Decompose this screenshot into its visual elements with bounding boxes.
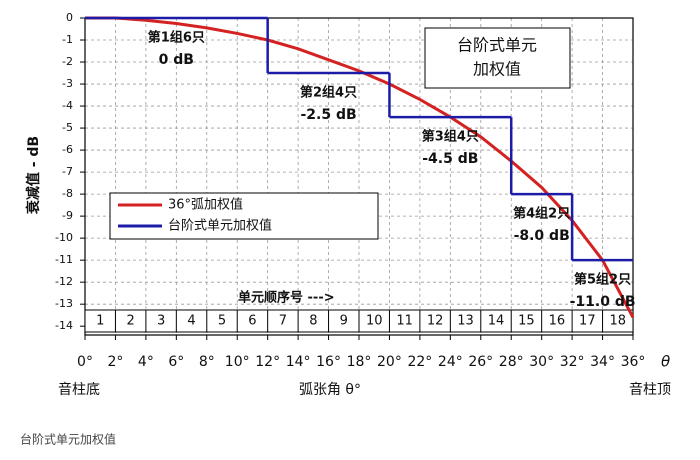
value-label: 0 dB	[159, 52, 194, 68]
x-tick-label: 18°	[347, 354, 372, 370]
note-text: 台阶式单元	[457, 36, 537, 55]
note-text: 加权值	[473, 60, 521, 79]
y-tick-label: -4	[62, 99, 73, 112]
group-label: 第4组2只	[513, 206, 570, 222]
x-tick-label: 6°	[168, 354, 184, 370]
value-label: -4.5 dB	[422, 151, 478, 167]
y-tick-label: -14	[55, 319, 73, 332]
group-label: 第5组2只	[574, 272, 631, 288]
element-number: 7	[279, 314, 287, 329]
x-axis-label: 弧张角 θ°	[299, 382, 361, 398]
y-tick-label: -2	[62, 55, 73, 68]
x-left-label: 音柱底	[58, 381, 100, 398]
x-tick-label: 24°	[438, 354, 463, 370]
element-number: 10	[366, 314, 383, 329]
element-axis-label: 单元顺序号 --->	[238, 290, 335, 306]
value-label: -11.0 dB	[570, 294, 636, 310]
value-label: -8.0 dB	[514, 228, 570, 244]
y-tick-label: -8	[62, 187, 73, 200]
y-tick-label: -10	[55, 231, 73, 244]
x-tick-label: 0°	[77, 354, 93, 370]
x-tick-label: 36°	[621, 354, 646, 370]
element-number: 3	[157, 314, 165, 329]
legend-label: 台阶式单元加权值	[168, 218, 272, 234]
element-number: 9	[340, 314, 348, 329]
x-tick-label: 20°	[377, 354, 402, 370]
x-tick-label: 10°	[225, 354, 250, 370]
legend-label: 36°弧加权值	[168, 197, 243, 213]
y-tick-label: -11	[55, 253, 73, 266]
element-number: 18	[610, 314, 627, 329]
x-tick-label: 4°	[138, 354, 154, 370]
element-number: 4	[187, 314, 195, 329]
y-tick-label: -13	[55, 297, 73, 310]
y-tick-label: -9	[62, 209, 73, 222]
x-tick-label: 30°	[529, 354, 554, 370]
x-tick-label: 22°	[407, 354, 432, 370]
element-number: 15	[518, 314, 535, 329]
group-label: 第3组4只	[422, 129, 479, 145]
x-tick-label: 12°	[255, 354, 280, 370]
element-number: 1	[96, 314, 104, 329]
element-number: 5	[218, 314, 226, 329]
y-axis-label: 衰减值 - dB	[25, 136, 42, 215]
x-tick-label: 14°	[286, 354, 311, 370]
y-tick-label: -5	[62, 121, 73, 134]
x-tick-label: 8°	[199, 354, 215, 370]
curve-line	[85, 16, 635, 319]
element-number: 2	[127, 314, 135, 329]
element-number: 12	[427, 314, 444, 329]
group-label: 第2组4只	[300, 85, 357, 101]
y-tick-label: -3	[62, 77, 73, 90]
element-number: 11	[396, 314, 413, 329]
element-number: 14	[488, 314, 505, 329]
y-tick-label: -6	[62, 143, 73, 156]
x-tick-label: 34°	[590, 354, 615, 370]
value-label: -2.5 dB	[300, 107, 356, 123]
element-number: 6	[248, 314, 256, 329]
legend	[109, 192, 379, 240]
x-right-label: 音柱顶	[629, 381, 671, 398]
footer: 台阶式单元加权值	[20, 432, 116, 447]
x-tick-label: 26°	[468, 354, 493, 370]
x-tick-label: 28°	[499, 354, 524, 370]
element-number: 13	[457, 314, 474, 329]
plot-frame	[84, 17, 634, 336]
x-axis-symbol: θ	[661, 353, 670, 371]
element-number: 8	[309, 314, 317, 329]
x-tick-label: 2°	[107, 354, 123, 370]
y-tick-label: 0	[66, 11, 73, 24]
x-tick-label: 16°	[316, 354, 341, 370]
element-number: 17	[579, 314, 596, 329]
element-number: 16	[549, 314, 566, 329]
y-tick-label: -1	[62, 33, 73, 46]
note-box	[424, 27, 571, 89]
y-tick-label: -12	[55, 275, 73, 288]
group-label: 第1组6只	[148, 30, 205, 46]
x-tick-label: 32°	[560, 354, 585, 370]
y-tick-label: -7	[62, 165, 73, 178]
